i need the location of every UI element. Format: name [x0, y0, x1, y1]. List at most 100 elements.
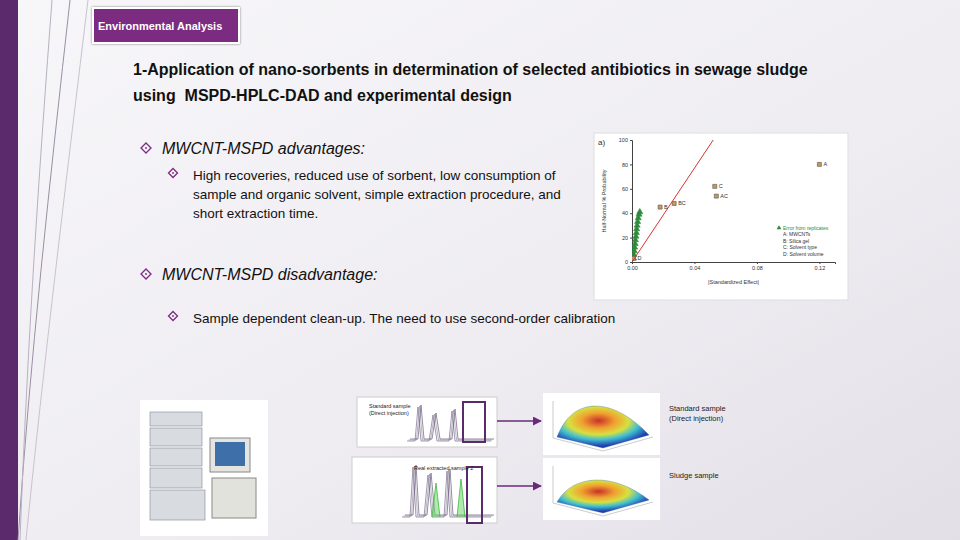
data-point [637, 208, 643, 213]
bullet-dot [172, 172, 174, 174]
y-axis-tick: 100 [619, 137, 632, 143]
y-axis-tick-mark [630, 164, 632, 165]
reference-line [632, 140, 713, 262]
x-axis-tick-label: 0.12 [815, 265, 826, 271]
instrument [140, 400, 268, 536]
chromatogram-label: Standard sample (Direct injection) [369, 403, 411, 417]
x-axis-line [633, 263, 836, 265]
y-axis-title: Half-Normal % Probability [601, 169, 607, 232]
diagram [140, 393, 660, 536]
bullet-text: MWCNT-MSPD disadvantage: [162, 266, 377, 284]
x-axis-tick-mark [694, 262, 695, 264]
legend-entry: C: Solvent type [783, 244, 817, 250]
bullet-dot [145, 147, 147, 149]
legend: Error from replicatesA: MWCNTsB: Silica … [777, 225, 829, 257]
instrument-frame [140, 400, 268, 536]
arrow [497, 420, 541, 422]
y-axis: 0 20 40 60 80 100 [619, 137, 633, 265]
instrument-module [150, 448, 202, 466]
x-axis-tick-mark [757, 262, 758, 264]
data-point [658, 205, 662, 209]
x-axis-tick: 0.04 [690, 262, 701, 271]
legend-entry: A: MWCNTs [783, 231, 811, 237]
sub-bullet-text: Sample dependent clean-up. The need to u… [193, 309, 753, 328]
instrument-pc [212, 478, 256, 518]
instrument-module [150, 490, 205, 520]
slide-canvas: 0.000.040.080.12020406080100ACACBCBDa)|S… [0, 0, 960, 540]
instrument-screen [215, 442, 245, 466]
y-axis-line [630, 141, 633, 263]
point-label: D [638, 255, 642, 261]
surface [557, 480, 649, 513]
arrow [497, 485, 541, 487]
instrument-module [150, 468, 202, 488]
surface [557, 406, 649, 448]
chromatogram-trace [405, 465, 494, 515]
point-label: BC [678, 200, 686, 206]
y-axis-tick-mark [630, 238, 632, 239]
instrument-module [150, 412, 202, 426]
data-point [672, 201, 676, 205]
y-axis-tick-mark [630, 189, 632, 190]
decor-line [20, 0, 52, 540]
highlight-box [463, 402, 485, 442]
bullet-diamond [141, 269, 151, 279]
y-axis-tick-label: 20 [622, 235, 628, 241]
chromatogram-trace [410, 405, 494, 439]
surface-label: Sludge sample [669, 471, 731, 481]
point-label: A [823, 161, 827, 167]
plot-marks [632, 140, 821, 262]
y-axis-tick-label: 100 [619, 137, 628, 143]
instrument-module [150, 428, 202, 446]
bullet-diamond [169, 169, 178, 178]
bullet-diamond [141, 143, 151, 153]
panel-label: a) [598, 138, 605, 147]
x-axis-tick: 0.12 [815, 262, 826, 271]
surface-axes [553, 466, 653, 516]
bullet-dot [145, 273, 147, 275]
legend-symbol [777, 225, 782, 229]
legend-entry: B: Silica gel [783, 238, 809, 244]
legend-entry: Error from replicates [783, 225, 829, 231]
left-stripe [0, 0, 18, 540]
y-axis-tick: 0 [625, 259, 632, 265]
data-point [817, 162, 821, 166]
x-axis-tick-label: 0.00 [627, 265, 638, 271]
chart: 0.000.040.080.12020406080100ACACBCBDa)|S… [598, 137, 836, 285]
chromatogram-trace-green [432, 479, 465, 517]
y-axis-tick-label: 60 [622, 186, 628, 192]
sub-bullet-text: High recoveries, reduced use of sorbent,… [193, 166, 588, 223]
chromatogram-label: Real extracted sample 2 [414, 465, 494, 472]
y-axis-tick: 40 [622, 210, 632, 216]
x-axis: 0.00 0.04 0.08 0.12 [627, 262, 835, 271]
legend-entry: D: Solvent volume [783, 251, 824, 257]
slide: 0.000.040.080.12020406080100ACACBCBDa)|S… [0, 0, 960, 540]
data-point [714, 194, 718, 198]
x-axis-tick-mark [819, 262, 820, 264]
chromatogram-box [357, 397, 497, 447]
surface-box [543, 393, 660, 455]
point-labels: ACACBCBD [638, 161, 828, 261]
x-axis-title: |Standardized Effect| [708, 279, 759, 285]
highlight-box [467, 467, 482, 523]
y-axis-tick-label: 80 [622, 162, 628, 168]
y-axis-tick-mark [630, 262, 632, 263]
instrument-monitor [210, 438, 250, 472]
chromatogram-trace [409, 406, 493, 440]
surface-box [543, 458, 660, 520]
header-tag-text: Environmental Analysis [94, 20, 222, 32]
surface-label: Standard sample (Direct injection) [669, 404, 731, 424]
point-label: B [664, 204, 668, 210]
background [0, 0, 960, 540]
x-axis-tick: 0.00 [627, 262, 638, 271]
slide-title: 1-Application of nano-sorbents in determ… [133, 57, 838, 109]
header-tag: Environmental Analysis [92, 7, 240, 44]
chart-panel [594, 133, 848, 300]
x-axis-tick-label: 0.04 [690, 265, 701, 271]
y-axis-tick-mark [630, 213, 632, 214]
x-axis-tick-label: 0.08 [752, 265, 763, 271]
bullet-text: MWCNT-MSPD advantages: [162, 140, 365, 158]
y-axis-tick: 80 [622, 162, 632, 168]
y-axis-tick-mark [630, 140, 632, 141]
point-label: C [719, 183, 723, 189]
